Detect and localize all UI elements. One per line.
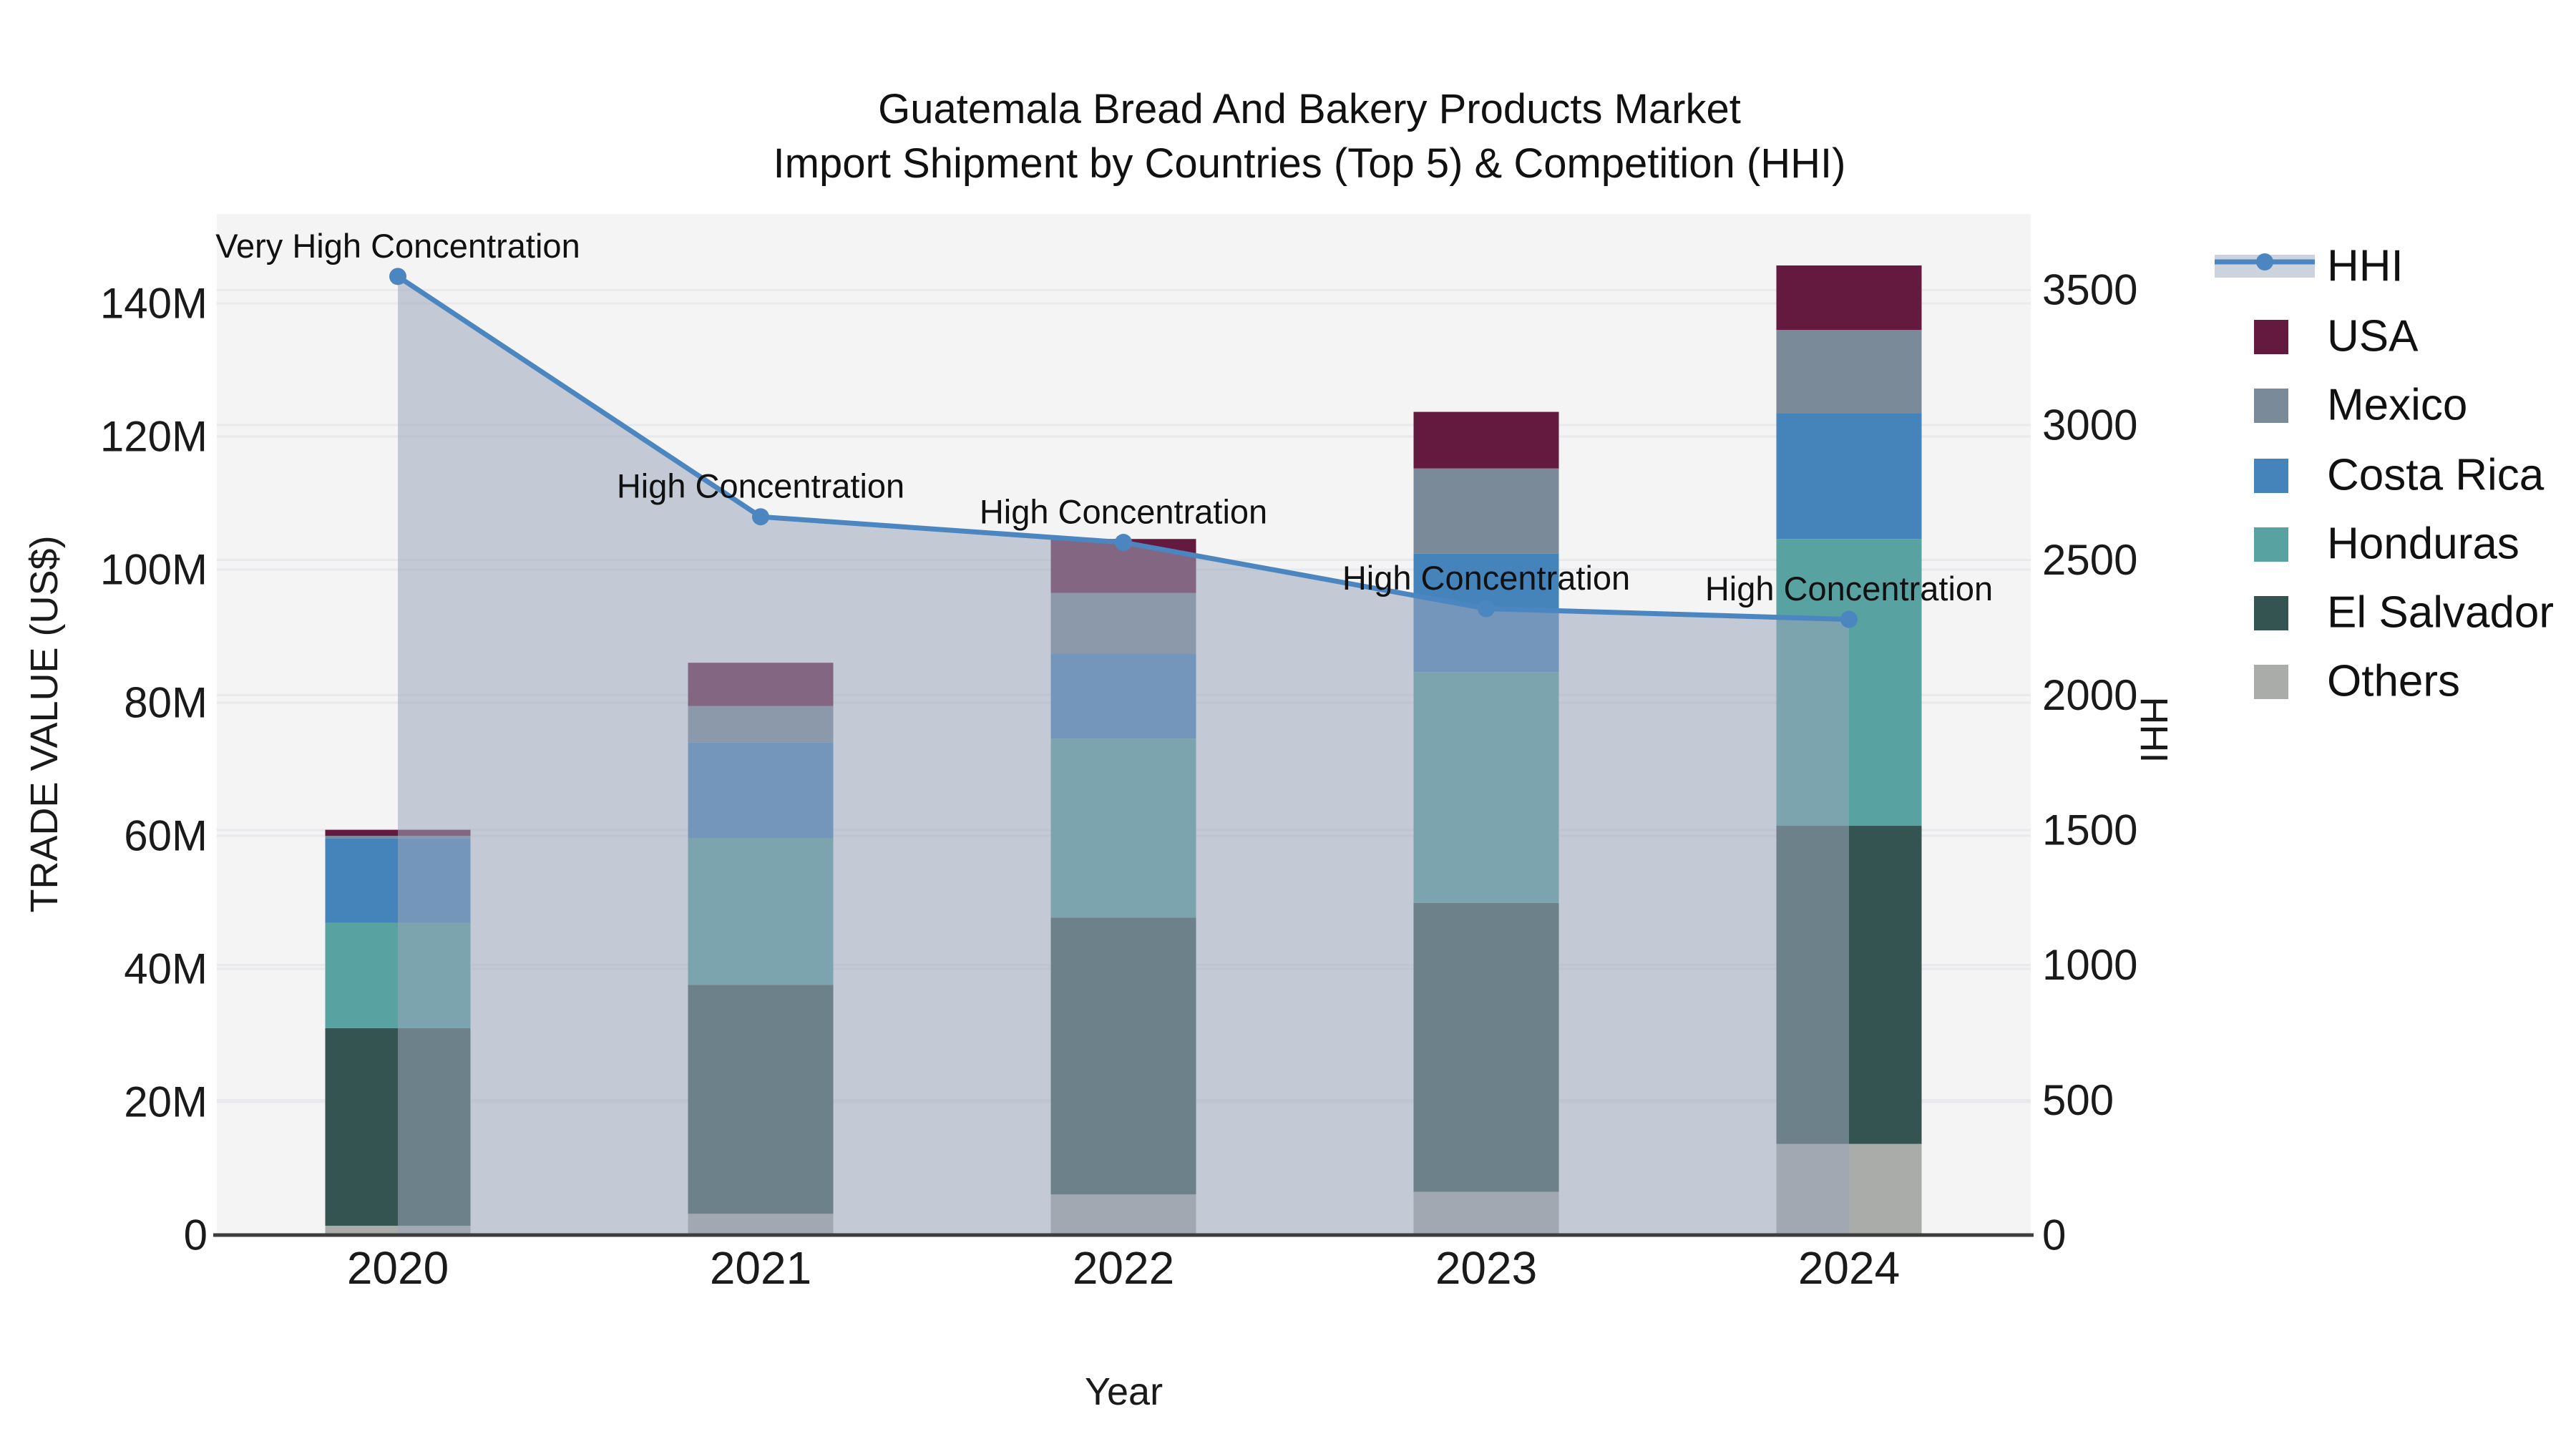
annotation-2021: High Concentration	[617, 467, 904, 505]
legend-item-hhi[interactable]: HHI	[2215, 242, 2404, 291]
y-left-tick-label: 20M	[124, 1078, 208, 1126]
annotation-2022: High Concentration	[980, 493, 1267, 531]
y-right-tick-label: 2500	[2042, 536, 2137, 584]
y-right-tick-label: 1500	[2042, 806, 2137, 854]
y-right-tick-label: 3000	[2042, 401, 2137, 449]
y-left-tick-label: 100M	[100, 546, 208, 594]
y-left-tick-label: 120M	[100, 413, 208, 461]
legend-label: Honduras	[2327, 519, 2519, 569]
y-left-tick-label: 140M	[100, 280, 208, 328]
legend-swatch-mexico	[2254, 389, 2288, 423]
y-right-tick-label: 3500	[2042, 266, 2137, 314]
legend-swatch-others	[2254, 665, 2288, 699]
y-left-tick-label: 40M	[124, 945, 208, 993]
annotation-2024: High Concentration	[1705, 570, 1993, 608]
legend-label: USA	[2327, 312, 2419, 361]
bar-segment-costa-rica-2024[interactable]	[1776, 413, 1922, 540]
legend-label: Others	[2327, 657, 2460, 706]
y-left-tick-label: 0	[184, 1211, 208, 1259]
hhi-marker-2024[interactable]	[1840, 610, 1858, 628]
x-tick-label-2022: 2022	[1073, 1242, 1174, 1294]
bar-segment-mexico-2024[interactable]	[1776, 330, 1922, 414]
y-right-tick-label: 500	[2042, 1076, 2114, 1124]
y-right-tick-label: 1000	[2042, 941, 2137, 989]
annotation-2020: Very High Concentration	[215, 227, 580, 265]
bar-segment-usa-2023[interactable]	[1413, 411, 1559, 469]
hhi-marker-2020[interactable]	[389, 268, 406, 286]
hhi-marker-2022[interactable]	[1115, 534, 1132, 552]
x-axis-title: Year	[1085, 1370, 1163, 1413]
x-tick-label-2023: 2023	[1435, 1242, 1537, 1294]
legend-item-costa-rica[interactable]: Costa Rica	[2254, 451, 2545, 500]
legend-swatch-costa-rica	[2254, 459, 2288, 493]
legend-label: El Salvador	[2327, 588, 2554, 638]
legend-label: Mexico	[2327, 381, 2467, 430]
hhi-marker-2021[interactable]	[752, 508, 769, 526]
legend-item-mexico[interactable]: Mexico	[2254, 381, 2467, 430]
legend-label: HHI	[2327, 242, 2404, 291]
bar-segment-mexico-2023[interactable]	[1413, 468, 1559, 554]
hhi-marker-2023[interactable]	[1478, 600, 1495, 618]
y-right-tick-label: 0	[2042, 1211, 2066, 1259]
legend-label: Costa Rica	[2327, 451, 2545, 500]
legend-hhi-marker	[2256, 253, 2273, 270]
chart-title-line1: Guatemala Bread And Bakery Products Mark…	[878, 86, 1741, 132]
chart-title-line2: Import Shipment by Countries (Top 5) & C…	[774, 140, 1846, 187]
bar-segment-usa-2024[interactable]	[1776, 265, 1922, 331]
y-left-axis-title: TRADE VALUE (US$)	[23, 535, 66, 912]
hhi-area-fill	[398, 276, 1849, 1234]
legend-item-others[interactable]: Others	[2254, 657, 2460, 706]
y-left-tick-label: 60M	[124, 812, 208, 860]
legend-item-usa[interactable]: USA	[2254, 312, 2419, 361]
legend-swatch-honduras	[2254, 527, 2288, 562]
x-tick-label-2024: 2024	[1798, 1242, 1900, 1294]
x-tick-label-2021: 2021	[710, 1242, 811, 1294]
y-right-tick-label: 2000	[2042, 671, 2137, 719]
y-left-tick-label: 80M	[124, 679, 208, 727]
legend-swatch-el-salvador	[2254, 596, 2288, 630]
annotation-2023: High Concentration	[1342, 559, 1630, 597]
legend-swatch-usa	[2254, 320, 2288, 354]
legend-item-el-salvador[interactable]: El Salvador	[2254, 588, 2554, 638]
x-tick-label-2020: 2020	[347, 1242, 449, 1294]
legend-item-honduras[interactable]: Honduras	[2254, 519, 2519, 569]
y-right-axis-title: HHI	[2132, 697, 2175, 763]
